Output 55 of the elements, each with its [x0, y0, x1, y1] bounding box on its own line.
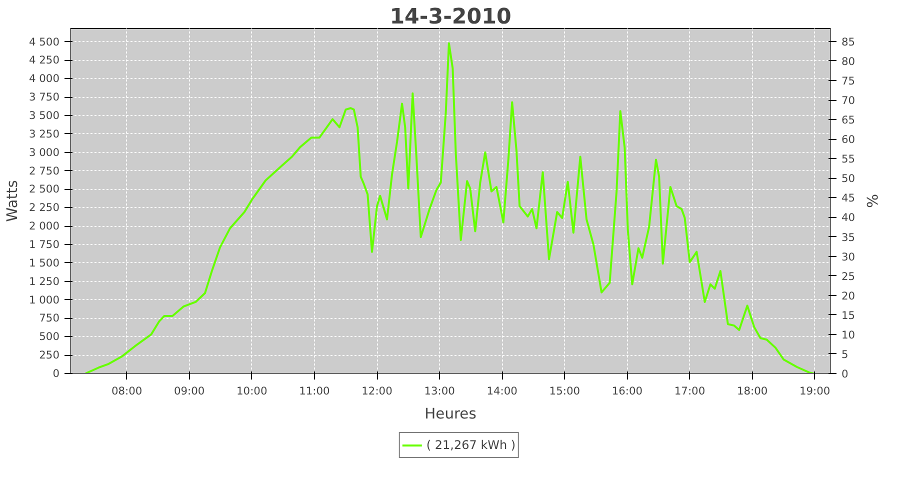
y-tick-label: 500 — [39, 330, 60, 344]
y2-tick-label: 65 — [842, 114, 856, 127]
x-axis-title: Heures — [424, 406, 476, 422]
y-tick-label: 4 500 — [28, 35, 60, 48]
x-tick-label: 18:00 — [736, 384, 768, 398]
y-tick-label: 250 — [39, 348, 60, 362]
y-tick-label: 3 000 — [28, 146, 60, 159]
y-tick-label: 2 250 — [28, 201, 60, 214]
y-tick-label: 1 000 — [28, 293, 60, 306]
y2-tick-label: 45 — [842, 192, 856, 205]
y2-tick-label: 0 — [842, 368, 848, 380]
y2-tick-label: 80 — [842, 54, 856, 68]
x-tick-label: 13:00 — [424, 384, 456, 398]
y-tick-label: 1 750 — [28, 238, 60, 251]
x-tick-label: 15:00 — [549, 384, 580, 398]
y-axis-title: Watts — [4, 180, 21, 222]
y-tick-label: 1 250 — [28, 274, 60, 288]
legend-label: ( 21,267 kWh ) — [426, 438, 516, 452]
y2-tick-label: 20 — [842, 289, 856, 302]
y2-tick-label: 10 — [842, 328, 856, 342]
x-tick-label: 11:00 — [299, 384, 330, 398]
x-tick-label: 16:00 — [612, 384, 643, 398]
y-tick-label: 2 500 — [28, 182, 60, 196]
y-tick-label: 2 000 — [28, 220, 60, 233]
y-tick-label: 3 500 — [28, 108, 60, 122]
y2-tick-label: 75 — [842, 74, 856, 88]
y2-tick-label: 55 — [842, 152, 856, 166]
y-tick-label: 750 — [39, 312, 60, 325]
y-tick-label: 3 250 — [28, 127, 60, 140]
y2-tick-label: 85 — [842, 35, 856, 48]
y2-tick-label: 15 — [842, 308, 856, 322]
x-tick-label: 19:00 — [800, 384, 830, 398]
y2-tick-label: 60 — [842, 133, 856, 146]
x-tick-label: 08:00 — [111, 384, 142, 398]
chart-title: 14-3-2010 — [390, 4, 512, 30]
y-tick-label: 2 750 — [28, 164, 60, 178]
y2-tick-label: 35 — [842, 230, 856, 244]
y-tick-label: 4 000 — [28, 72, 60, 86]
y-tick-label: 3 750 — [28, 90, 60, 104]
y-tick-label: 4 250 — [28, 54, 60, 67]
y2-tick-label: 50 — [842, 172, 856, 186]
x-tick-label: 10:00 — [236, 384, 268, 398]
y2-tick-label: 5 — [842, 348, 848, 361]
line-series — [84, 42, 815, 374]
y-tick-label: 0 — [52, 367, 60, 380]
x-tick-label: 14:00 — [486, 384, 518, 398]
y2-tick-label: 25 — [842, 270, 856, 283]
x-tick-label: 09:00 — [174, 384, 205, 398]
x-tick-label: 12:00 — [362, 384, 393, 398]
y2-tick-label: 70 — [842, 94, 856, 107]
y2-tick-label: 40 — [842, 211, 856, 224]
y2-axis-title: % — [863, 194, 880, 208]
y2-tick-label: 30 — [842, 250, 856, 264]
y-tick-label: 1 500 — [28, 256, 60, 270]
x-tick-label: 17:00 — [674, 384, 706, 398]
